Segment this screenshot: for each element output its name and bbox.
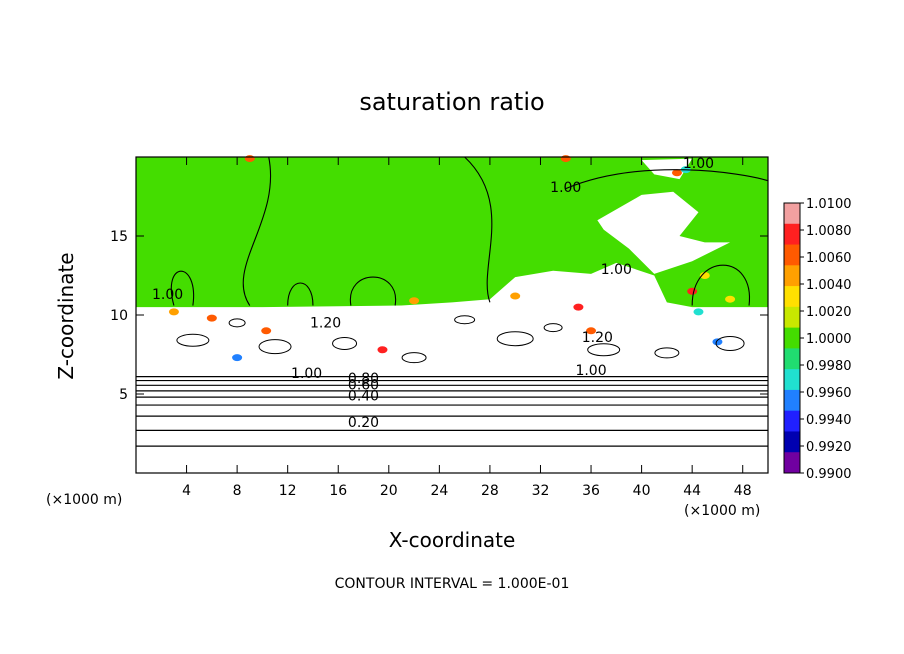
contour-label: 1.00 <box>683 156 714 172</box>
x-tick-label: 20 <box>380 483 398 499</box>
contour-line <box>287 282 314 306</box>
contour-label: 0.40 <box>348 388 379 404</box>
colorbar-swatch <box>784 286 800 308</box>
x-tick-label: 12 <box>279 483 297 499</box>
saturation-blob <box>560 155 571 163</box>
saturation-blob <box>206 314 217 322</box>
colorbar-label: 0.9980 <box>806 359 852 374</box>
contour-cell <box>496 331 534 347</box>
colorbar-swatch <box>784 410 800 432</box>
colorbar-swatch <box>784 348 800 370</box>
x-tick-label: 48 <box>734 483 752 499</box>
contour-line <box>691 264 750 306</box>
x-axis-label: X-coordinate <box>388 528 516 552</box>
contour-label: 1.00 <box>291 366 322 382</box>
y-tick-label: 15 <box>110 229 128 245</box>
x-tick-label: 4 <box>182 483 191 499</box>
contour-label: 0.80 <box>348 371 379 387</box>
contour-line <box>464 156 493 303</box>
saturation-blob <box>712 338 723 346</box>
chart-title: saturation ratio <box>359 88 545 116</box>
colorbar-swatch <box>784 369 800 391</box>
colorbar-swatch <box>784 306 800 329</box>
supersaturated-region <box>136 157 768 308</box>
contour-cell <box>176 333 210 347</box>
y-tick-label: 10 <box>110 308 128 324</box>
x-tick-label: 24 <box>430 483 448 499</box>
x-unit-right: (×1000 m) <box>684 503 761 519</box>
contour-line <box>565 169 769 190</box>
saturation-blob <box>232 354 243 362</box>
contour-label: 0.60 <box>348 377 379 393</box>
contour-interval-note: CONTOUR INTERVAL = 1.000E-01 <box>334 576 570 592</box>
x-tick-label: 40 <box>633 483 651 499</box>
x-tick-label: 36 <box>582 483 600 499</box>
saturation-blob <box>586 327 597 335</box>
colorbar-label: 0.9920 <box>806 440 852 455</box>
contour-label: 1.00 <box>601 262 632 278</box>
colorbar-label: 0.9960 <box>806 386 852 401</box>
x-tick-label: 44 <box>683 483 701 499</box>
contour-line <box>349 276 397 306</box>
colorbar-label: 0.9940 <box>806 413 852 428</box>
saturation-blob <box>377 346 388 354</box>
colorbar-label: 1.0000 <box>806 332 852 347</box>
saturation-blob <box>699 272 710 279</box>
contour-cell <box>654 347 680 359</box>
x-tick-label: 8 <box>233 483 242 499</box>
contour-cell <box>228 318 246 328</box>
saturation-blob <box>693 308 704 316</box>
colorbar-swatch <box>784 327 800 349</box>
contour-label: 1.00 <box>152 287 183 303</box>
contour-label: 1.00 <box>575 363 606 379</box>
colorbar-label: 1.0100 <box>806 197 852 212</box>
contour-cell <box>258 339 292 355</box>
contour-label: 1.00 <box>550 180 581 196</box>
saturation-blob <box>671 169 682 177</box>
saturation-blob <box>168 308 179 316</box>
colorbar-swatch <box>784 203 800 225</box>
x-tick-label: 32 <box>532 483 550 499</box>
colorbar-label: 1.0040 <box>806 278 852 293</box>
saturation-blob <box>725 295 736 303</box>
saturation-blob <box>573 303 584 311</box>
colorbar-swatch <box>784 452 800 474</box>
contour-cell <box>454 315 476 325</box>
colorbar-swatch <box>784 389 800 412</box>
contour-label: 1.20 <box>582 330 613 346</box>
x-tick-label: 16 <box>329 483 347 499</box>
saturation-blob <box>244 155 255 163</box>
saturation-blob <box>409 297 420 305</box>
dry-tongue-region <box>597 191 731 274</box>
saturation-blob <box>687 287 698 295</box>
colorbar-label: 1.0060 <box>806 251 852 266</box>
contour-cell <box>587 343 621 357</box>
saturation-blob <box>261 327 272 335</box>
contour-line <box>170 270 195 306</box>
x-unit-left: (×1000 m) <box>46 492 123 508</box>
colorbar-swatch <box>784 244 800 266</box>
colorbar-label: 0.9900 <box>806 467 852 482</box>
contour-cell <box>332 336 358 350</box>
colorbar-label: 1.0080 <box>806 224 852 239</box>
contour-line <box>242 156 271 306</box>
colorbar-label: 1.0020 <box>806 305 852 320</box>
contour-cell <box>543 323 563 333</box>
contour-label: 0.20 <box>348 415 379 431</box>
colorbar-swatch <box>784 223 800 246</box>
colorbar-swatch <box>784 265 800 287</box>
contour-cell <box>715 335 745 351</box>
y-tick-label: 5 <box>119 387 128 403</box>
saturation-blob <box>510 292 521 300</box>
contour-cell <box>401 352 427 364</box>
colorbar-swatch <box>784 431 800 453</box>
contour-label: 1.20 <box>310 316 341 332</box>
x-tick-label: 28 <box>481 483 499 499</box>
